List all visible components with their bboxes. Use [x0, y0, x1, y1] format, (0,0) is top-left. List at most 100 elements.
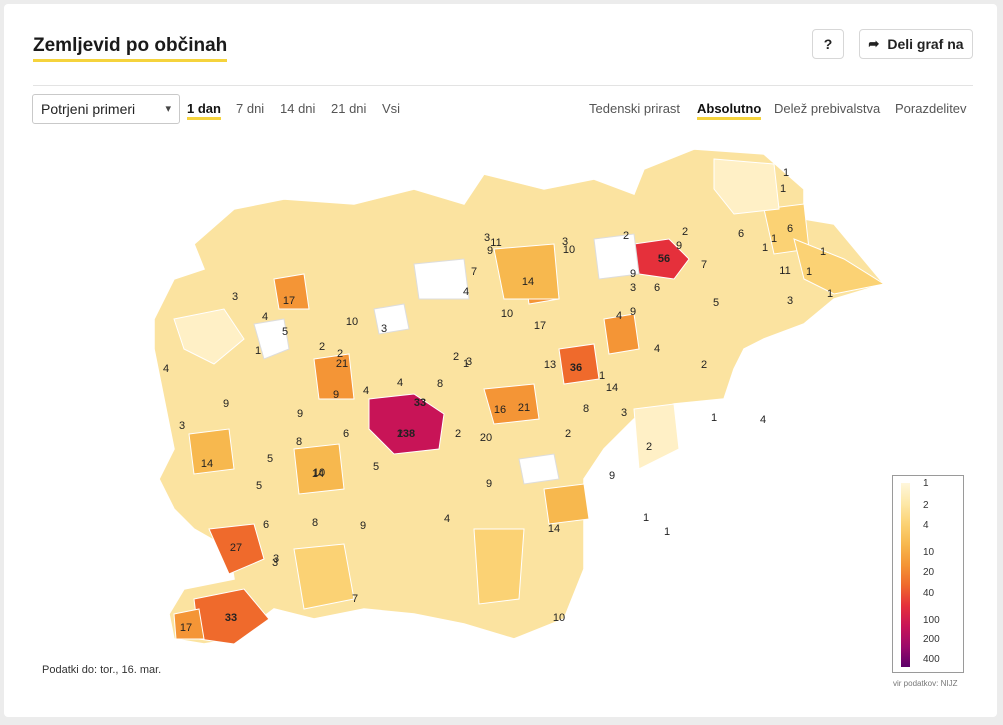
map-region-nova-gorica [208, 523, 265, 575]
municipality-label: 4 [163, 363, 169, 375]
municipality-label: 17 [283, 295, 295, 307]
map-region-no-data [518, 453, 560, 485]
municipality-label: 1 [255, 345, 261, 357]
chart-card: Zemljevid po občinah ? ➦ Deli graf na Po… [4, 4, 997, 717]
municipality-label: 17 [534, 320, 546, 332]
municipality-label: 1 [463, 358, 469, 370]
legend-label: 4 [923, 520, 929, 531]
municipality-label: 2 [701, 359, 707, 371]
metric-select-value: Potrjeni primeri [41, 101, 136, 117]
municipality-label: 2 [565, 428, 571, 440]
municipality-label: 9 [609, 470, 615, 482]
municipality-label: 56 [658, 253, 670, 265]
municipality-label: 3 [232, 291, 238, 303]
map-region-no-data [593, 233, 640, 280]
map-region [793, 238, 886, 295]
municipality-label: 2 [455, 428, 461, 440]
tab-period-all[interactable]: Vsi [382, 101, 401, 116]
municipality-label: 9 [360, 520, 366, 532]
tab-view-absolute[interactable]: Absolutno [697, 101, 762, 120]
legend-label: 20 [923, 567, 935, 578]
map-region [173, 608, 205, 640]
municipality-label: 7 [471, 266, 477, 278]
municipality-label: 14 [312, 468, 324, 480]
legend-gradient-bar [901, 483, 910, 667]
municipality-label: 6 [787, 223, 793, 235]
municipality-label: 2 [682, 226, 688, 238]
map-region [633, 403, 680, 470]
municipality-label: 10 [313, 467, 325, 479]
map-region [483, 383, 540, 425]
map-region-no-data [373, 303, 410, 335]
municipality-label: 1 [771, 233, 777, 245]
municipality-label: 6 [654, 282, 660, 294]
tab-view-weekly-growth[interactable]: Tedenski prirast [589, 101, 681, 116]
municipality-label: 1 [762, 242, 768, 254]
municipality-label: 8 [583, 403, 589, 415]
municipality-label: 2 [397, 428, 403, 440]
legend-label: 2 [923, 500, 929, 511]
municipality-label: 2 [337, 348, 343, 360]
metric-select[interactable]: Potrjeni primeri ▾ [32, 94, 180, 124]
tab-view-population-share[interactable]: Delež prebivalstva [774, 101, 881, 116]
header-divider [33, 85, 973, 86]
map-region [543, 483, 590, 525]
legend-label: 100 [923, 615, 940, 626]
municipality-map[interactable]: 1385636333327212120171717161414141414131… [114, 149, 904, 669]
municipality-label: 1 [643, 512, 649, 524]
municipality-label: 6 [738, 228, 744, 240]
legend-label: 10 [923, 547, 935, 558]
municipality-label: 21 [518, 402, 530, 414]
municipality-label: 5 [267, 453, 273, 465]
municipality-label: 33 [225, 612, 237, 624]
data-date-note: Podatki do: tor., 16. mar. [42, 664, 162, 676]
municipality-label: 4 [397, 377, 403, 389]
municipality-label: 4 [463, 286, 469, 298]
map-region [313, 353, 355, 400]
map-region [473, 528, 525, 605]
municipality-label: 9 [486, 478, 492, 490]
share-button[interactable]: ➦ Deli graf na [859, 29, 973, 59]
map-region-no-data [413, 258, 470, 300]
tab-period-1-day[interactable]: 1 dan [187, 101, 221, 120]
municipality-label: 9 [487, 245, 493, 257]
municipality-label: 3 [381, 323, 387, 335]
municipality-label: 13 [544, 359, 556, 371]
municipality-label: 5 [373, 461, 379, 473]
tab-period-14-days[interactable]: 14 dni [280, 101, 316, 116]
municipality-label: 8 [437, 378, 443, 390]
municipality-label: 33 [414, 397, 426, 409]
municipality-label: 3 [484, 232, 490, 244]
municipality-label: 3 [630, 282, 636, 294]
legend-label: 40 [923, 588, 935, 599]
municipality-label: 1 [780, 183, 786, 195]
municipality-label: 20 [480, 432, 492, 444]
municipality-label: 1 [820, 246, 826, 258]
tab-view-distribution[interactable]: Porazdelitev [895, 101, 967, 116]
municipality-label: 7 [352, 593, 358, 605]
share-button-label: Deli graf na [887, 36, 964, 52]
municipality-label: 2 [453, 351, 459, 363]
map-region-no-data [253, 318, 290, 360]
page-title: Zemljevid po občinah [33, 35, 228, 62]
municipality-label: 5 [713, 297, 719, 309]
municipality-label: 9 [297, 408, 303, 420]
municipality-label: 9 [333, 389, 339, 401]
tab-period-7-days[interactable]: 7 dni [236, 101, 265, 116]
tab-period-21-days[interactable]: 21 dni [331, 101, 367, 116]
municipality-label: 8 [312, 517, 318, 529]
map-region [293, 543, 355, 610]
legend-label: 400 [923, 654, 940, 665]
municipality-label: 138 [397, 428, 415, 440]
help-button[interactable]: ? [812, 29, 844, 59]
municipality-label: 4 [616, 310, 622, 322]
help-button-label: ? [823, 36, 833, 52]
municipality-label: 9 [630, 306, 636, 318]
municipality-label: 1 [711, 412, 717, 424]
municipality-label: 14 [548, 523, 560, 535]
municipality-label: 6 [343, 428, 349, 440]
municipality-label: 7 [701, 259, 707, 271]
municipality-label: 11 [779, 265, 790, 277]
municipality-label: 14 [522, 276, 534, 288]
municipality-label: 3 [272, 557, 278, 569]
